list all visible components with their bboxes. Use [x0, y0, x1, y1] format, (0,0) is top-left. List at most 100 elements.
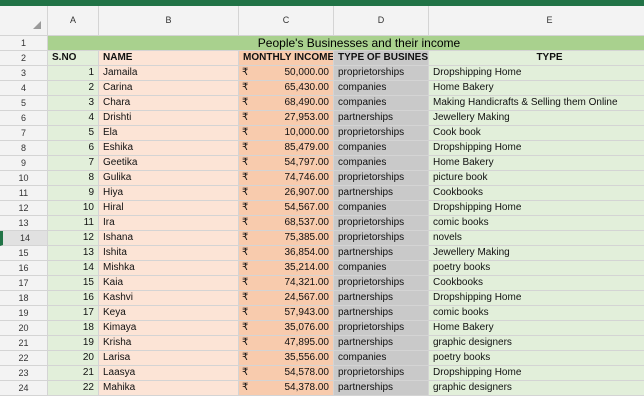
name-cell[interactable]: Kimaya: [99, 321, 239, 336]
sno-cell[interactable]: 21: [48, 366, 99, 381]
row-number[interactable]: 24: [0, 381, 48, 396]
business-cell[interactable]: partnerships: [334, 246, 429, 261]
name-cell[interactable]: Larisa: [99, 351, 239, 366]
type-cell[interactable]: novels: [429, 231, 644, 246]
income-cell[interactable]: ₹26,907.00: [239, 186, 334, 201]
income-cell[interactable]: ₹27,953.00: [239, 111, 334, 126]
header-income-cell[interactable]: MONTHLY INCOME: [239, 51, 334, 66]
type-cell[interactable]: Home Bakery: [429, 321, 644, 336]
type-cell[interactable]: Dropshipping Home: [429, 201, 644, 216]
name-cell[interactable]: Carina: [99, 81, 239, 96]
type-cell[interactable]: Jewellery Making: [429, 111, 644, 126]
type-cell[interactable]: Home Bakery: [429, 156, 644, 171]
type-cell[interactable]: Cookbooks: [429, 186, 644, 201]
type-cell[interactable]: graphic designers: [429, 336, 644, 351]
sno-cell[interactable]: 8: [48, 171, 99, 186]
sno-cell[interactable]: 2: [48, 81, 99, 96]
type-cell[interactable]: Dropshipping Home: [429, 141, 644, 156]
name-cell[interactable]: Ishita: [99, 246, 239, 261]
name-cell[interactable]: Ishana: [99, 231, 239, 246]
sno-cell[interactable]: 10: [48, 201, 99, 216]
business-cell[interactable]: partnerships: [334, 291, 429, 306]
business-cell[interactable]: partnerships: [334, 306, 429, 321]
sno-cell[interactable]: 9: [48, 186, 99, 201]
column-header-c[interactable]: C: [239, 6, 334, 36]
sno-cell[interactable]: 11: [48, 216, 99, 231]
business-cell[interactable]: partnerships: [334, 381, 429, 396]
income-cell[interactable]: ₹54,797.00: [239, 156, 334, 171]
row-number[interactable]: 12: [0, 201, 48, 216]
row-number[interactable]: 5: [0, 96, 48, 111]
row-number[interactable]: 16: [0, 261, 48, 276]
type-cell[interactable]: comic books: [429, 306, 644, 321]
name-cell[interactable]: Hiya: [99, 186, 239, 201]
income-cell[interactable]: ₹54,578.00: [239, 366, 334, 381]
income-cell[interactable]: ₹35,214.00: [239, 261, 334, 276]
sno-cell[interactable]: 16: [48, 291, 99, 306]
header-type-cell[interactable]: TYPE: [429, 51, 644, 66]
type-cell[interactable]: comic books: [429, 216, 644, 231]
income-cell[interactable]: ₹74,746.00: [239, 171, 334, 186]
column-header-d[interactable]: D: [334, 6, 429, 36]
name-cell[interactable]: Mahika: [99, 381, 239, 396]
column-header-a[interactable]: A: [48, 6, 99, 36]
row-number[interactable]: 21: [0, 336, 48, 351]
sno-cell[interactable]: 7: [48, 156, 99, 171]
income-cell[interactable]: ₹65,430.00: [239, 81, 334, 96]
row-number[interactable]: 4: [0, 81, 48, 96]
row-number[interactable]: 20: [0, 321, 48, 336]
type-cell[interactable]: Making Handicrafts & Selling them Online: [429, 96, 644, 111]
row-number[interactable]: 19: [0, 306, 48, 321]
income-cell[interactable]: ₹57,943.00: [239, 306, 334, 321]
sno-cell[interactable]: 13: [48, 246, 99, 261]
business-cell[interactable]: proprietorships: [334, 366, 429, 381]
name-cell[interactable]: Hiral: [99, 201, 239, 216]
income-cell[interactable]: ₹74,321.00: [239, 276, 334, 291]
row-number[interactable]: 14: [0, 231, 48, 246]
type-cell[interactable]: picture book: [429, 171, 644, 186]
sheet-title-cell[interactable]: People's Businesses and their income: [48, 36, 644, 51]
business-cell[interactable]: companies: [334, 81, 429, 96]
row-number[interactable]: 13: [0, 216, 48, 231]
business-cell[interactable]: companies: [334, 141, 429, 156]
business-cell[interactable]: partnerships: [334, 186, 429, 201]
name-cell[interactable]: Eshika: [99, 141, 239, 156]
type-cell[interactable]: poetry books: [429, 261, 644, 276]
name-cell[interactable]: Chara: [99, 96, 239, 111]
business-cell[interactable]: proprietorships: [334, 321, 429, 336]
header-business-cell[interactable]: TYPE OF BUSINESS: [334, 51, 429, 66]
name-cell[interactable]: Mishka: [99, 261, 239, 276]
name-cell[interactable]: Ira: [99, 216, 239, 231]
sno-cell[interactable]: 20: [48, 351, 99, 366]
sno-cell[interactable]: 3: [48, 96, 99, 111]
column-header-e[interactable]: E: [429, 6, 644, 36]
row-number[interactable]: 3: [0, 66, 48, 81]
business-cell[interactable]: companies: [334, 201, 429, 216]
sno-cell[interactable]: 18: [48, 321, 99, 336]
income-cell[interactable]: ₹54,378.00: [239, 381, 334, 396]
type-cell[interactable]: Dropshipping Home: [429, 366, 644, 381]
sno-cell[interactable]: 1: [48, 66, 99, 81]
income-cell[interactable]: ₹68,537.00: [239, 216, 334, 231]
sno-cell[interactable]: 14: [48, 261, 99, 276]
name-cell[interactable]: Krisha: [99, 336, 239, 351]
sno-cell[interactable]: 6: [48, 141, 99, 156]
row-number[interactable]: 18: [0, 291, 48, 306]
business-cell[interactable]: companies: [334, 261, 429, 276]
row-number[interactable]: 6: [0, 111, 48, 126]
income-cell[interactable]: ₹47,895.00: [239, 336, 334, 351]
income-cell[interactable]: ₹35,556.00: [239, 351, 334, 366]
row-number[interactable]: 11: [0, 186, 48, 201]
sno-cell[interactable]: 15: [48, 276, 99, 291]
type-cell[interactable]: Home Bakery: [429, 81, 644, 96]
income-cell[interactable]: ₹50,000.00: [239, 66, 334, 81]
row-number[interactable]: 7: [0, 126, 48, 141]
row-number[interactable]: 10: [0, 171, 48, 186]
income-cell[interactable]: ₹10,000.00: [239, 126, 334, 141]
header-sno-cell[interactable]: S.NO: [48, 51, 99, 66]
business-cell[interactable]: proprietorships: [334, 66, 429, 81]
sno-cell[interactable]: 22: [48, 381, 99, 396]
name-cell[interactable]: Kaia: [99, 276, 239, 291]
row-number[interactable]: 22: [0, 351, 48, 366]
income-cell[interactable]: ₹68,490.00: [239, 96, 334, 111]
